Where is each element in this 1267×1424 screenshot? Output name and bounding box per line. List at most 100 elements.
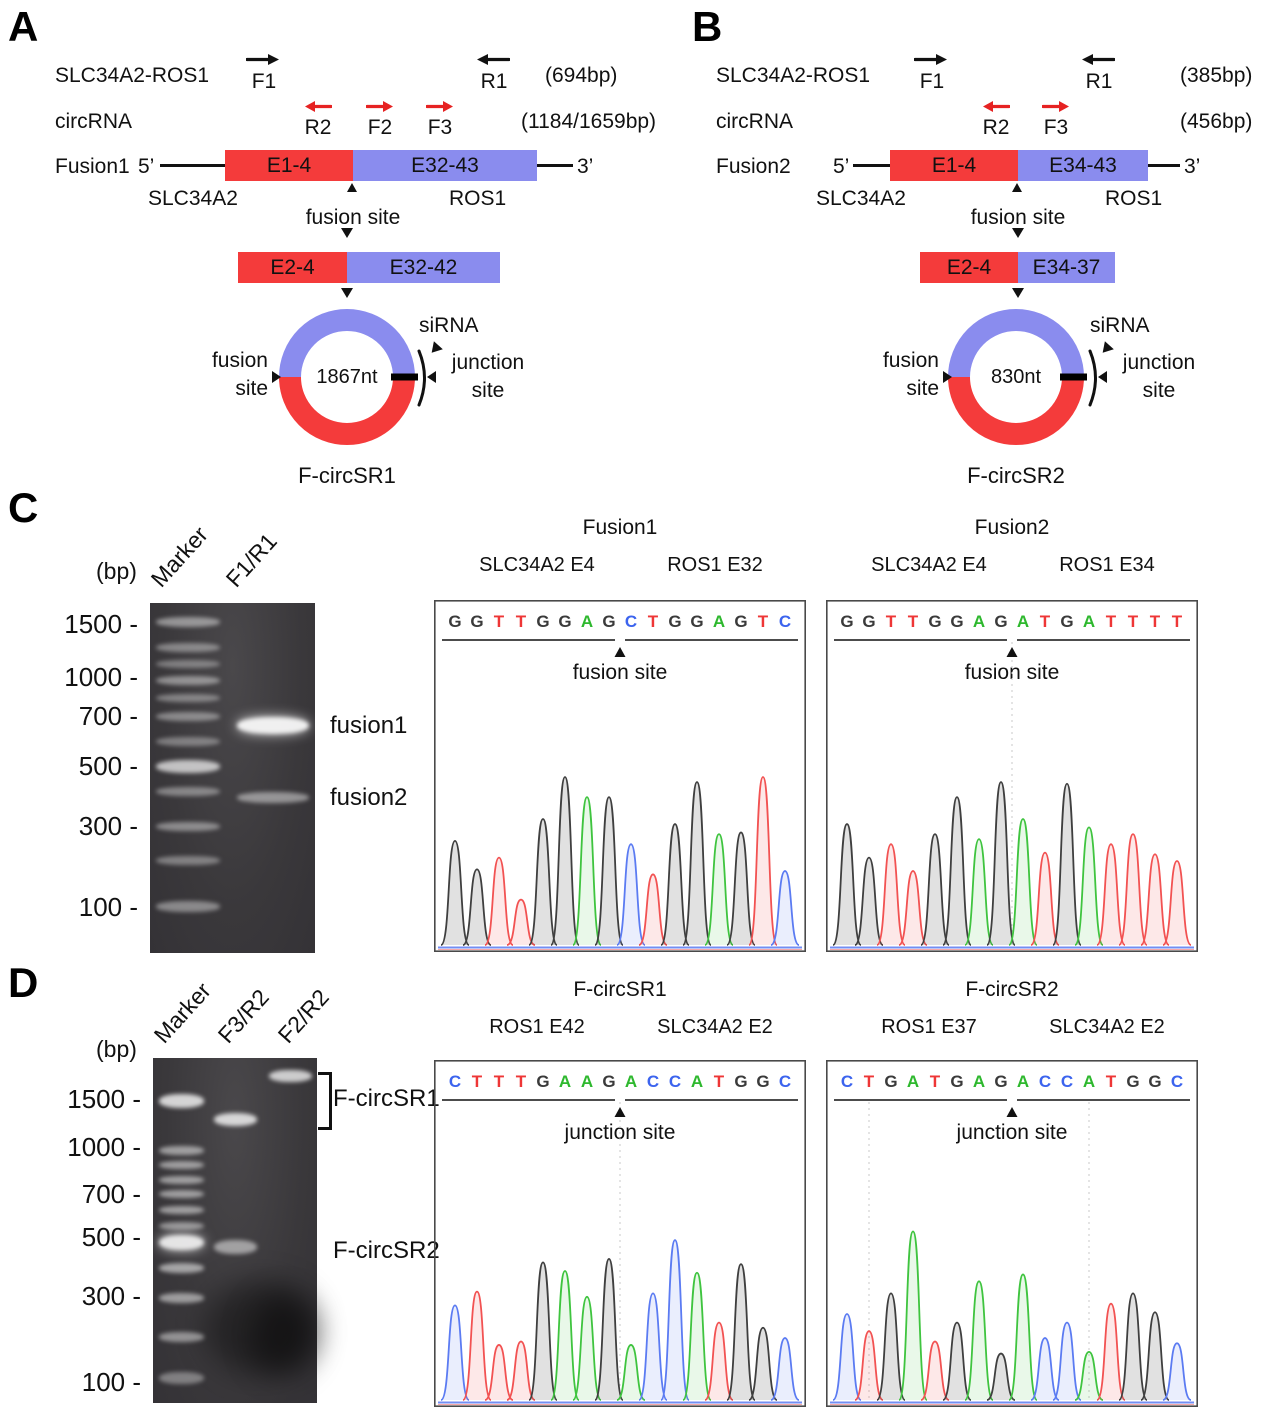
sirna-label-a: siRNA: [419, 314, 479, 337]
primer-f3-label-b: F3: [1043, 116, 1069, 139]
trace-peak-T: [1140, 853, 1170, 946]
trace-peak-C: [832, 1313, 862, 1401]
trace-peak-T: [876, 843, 906, 946]
sequence-letter-C: C: [1061, 1072, 1073, 1091]
primer-r1-arrow-left-icon: [1082, 54, 1115, 65]
trace-peak-T: [1096, 1302, 1126, 1401]
lane-label-f1r1: F1/R1: [220, 528, 282, 592]
gel-band: [159, 1190, 204, 1198]
gel-bracket-icon: [318, 1072, 332, 1130]
trace-peak-A: [550, 1270, 580, 1401]
primer-f1-label-a: F1: [251, 70, 277, 93]
sequence-letter-T: T: [1128, 612, 1139, 631]
gel-band: [159, 1206, 204, 1214]
sequence-letter-T: T: [494, 612, 505, 631]
junction-bracket-icon: [1088, 349, 1097, 407]
primer-r1-arrow-left-icon: [477, 54, 510, 65]
backbone-line: [853, 164, 891, 167]
sequence-letter-C: C: [841, 1072, 853, 1091]
chrom-title-fusion2: Fusion2: [974, 516, 1050, 539]
sequence-letter-C: C: [1039, 1072, 1051, 1091]
lane-label-f2r2: F2/R2: [272, 984, 334, 1048]
arrowhead-up-icon: [347, 183, 357, 192]
circ-exon-right-a: E32-42: [347, 252, 500, 283]
sequence-letter-G: G: [862, 612, 875, 631]
sequence-letter-G: G: [1126, 1072, 1139, 1091]
gel-image: [150, 603, 315, 953]
gel-band: [159, 1293, 204, 1303]
chromatogram-border: [434, 1060, 806, 1407]
genomic-row-label-a: SLC34A2-ROS1: [55, 64, 210, 87]
arrowhead-down-icon: [341, 228, 353, 238]
sequence-letter-G: G: [928, 612, 941, 631]
trace-peak-C: [770, 1337, 800, 1401]
trace-peak-T: [920, 1340, 950, 1401]
gel-image: [153, 1058, 317, 1403]
trace-peak-A: [898, 1230, 928, 1401]
gel-smear: [205, 1280, 317, 1375]
primer-r2-arrow-left-icon: [305, 101, 332, 112]
circrna-ring-a: [279, 309, 418, 445]
gel-band: [156, 675, 220, 685]
circrna-row-label-b: circRNA: [716, 110, 793, 133]
primer-f3-arrow-right-icon: [1042, 101, 1069, 112]
gel-tick-label: 1000 -: [64, 662, 138, 692]
sequence-letter-G: G: [602, 1072, 615, 1091]
trace-peak-C: [1052, 1321, 1082, 1401]
trace-peak-G: [594, 1258, 624, 1401]
arrowhead-up-icon: [1012, 183, 1022, 192]
sequence-letter-G: G: [994, 1072, 1007, 1091]
trace-peak-C: [638, 1292, 668, 1401]
trace-peaks: [440, 1239, 800, 1401]
genomic-size-b: (385bp): [1180, 64, 1253, 87]
genomic-row-label-b: SLC34A2-ROS1: [716, 64, 871, 87]
trace-peak-T: [506, 1340, 536, 1401]
gel-band: [156, 855, 220, 865]
gel-band: [159, 1263, 204, 1273]
trace-peak-A: [1008, 1273, 1038, 1401]
circ-name-a: F-circSR1: [298, 463, 396, 488]
trace-peak-T: [484, 856, 514, 946]
trace-peaks: [832, 1230, 1192, 1401]
gel-band: [159, 1332, 204, 1342]
sequence-letter-G: G: [756, 1072, 769, 1091]
sequence-letter-A: A: [691, 1072, 703, 1091]
gel-tick-label: 500 -: [81, 1222, 141, 1252]
sequence-letter-T: T: [1040, 612, 1051, 631]
circ-exon-left-b: E2-4: [920, 252, 1018, 283]
trace-peak-A: [964, 838, 994, 946]
trace-peak-T: [506, 898, 536, 946]
sequence-letter-A: A: [1083, 612, 1095, 631]
gene-left-a: SLC34A2: [148, 187, 238, 210]
lane-label-f3r2: F3/R2: [212, 984, 274, 1048]
primer-f1-arrow-right-icon: [246, 54, 279, 65]
trace-peak-C: [440, 1304, 470, 1401]
trace-peak-G: [594, 796, 624, 946]
gel-band: [159, 1145, 204, 1155]
trace-peak-C: [770, 870, 800, 946]
sequence-letter-G: G: [950, 612, 963, 631]
junction-site-word-a: site: [471, 379, 505, 402]
trace-peak-T: [854, 1330, 884, 1401]
sequence-letter-A: A: [907, 1072, 919, 1091]
trace-peak-G: [854, 856, 884, 946]
trace-peak-T: [462, 1290, 492, 1401]
trace-peak-T: [704, 1321, 734, 1401]
chrom-site-label-fcircsr2: junction site: [956, 1121, 1068, 1144]
sequence-letter-T: T: [930, 1072, 941, 1091]
sequence-letter-A: A: [1017, 612, 1029, 631]
trace-peaks: [440, 776, 800, 946]
site-arrowhead-up-icon: [1006, 647, 1018, 657]
trace-peak-G: [942, 1321, 972, 1401]
gene-left-b: SLC34A2: [816, 187, 906, 210]
trace-peak-G: [942, 796, 972, 946]
gel-tick-label: 100 -: [78, 892, 138, 922]
sequence-letter-G: G: [558, 612, 571, 631]
trace-peak-G: [528, 818, 558, 946]
circ-size-nt-b: 830nt: [990, 366, 1042, 388]
panel-c-label: C: [8, 484, 39, 531]
sequence-letter-G: G: [734, 612, 747, 631]
trace-peak-T: [1096, 843, 1126, 946]
